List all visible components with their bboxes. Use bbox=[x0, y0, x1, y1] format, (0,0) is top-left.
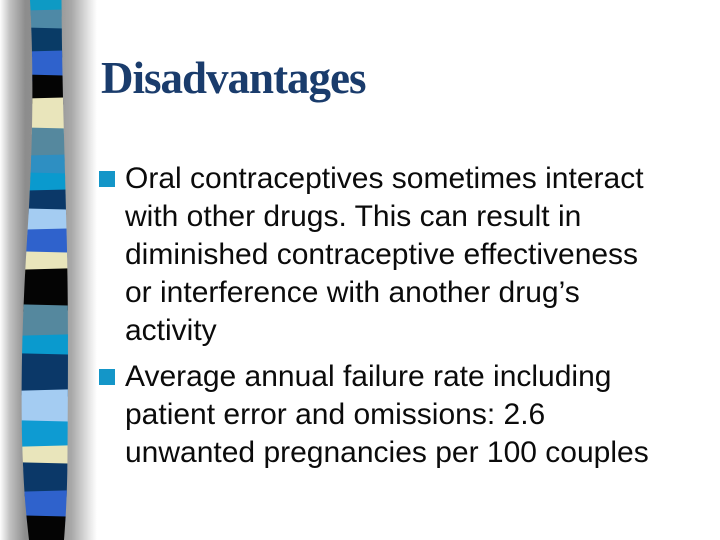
bullet-text: Oral contraceptives sometimes interact w… bbox=[125, 162, 644, 347]
tie-band bbox=[21, 389, 68, 428]
tie-ribbon-graphic bbox=[21, 0, 68, 540]
slide-title: Disadvantages bbox=[101, 53, 367, 103]
bullet-square-icon bbox=[99, 369, 115, 385]
tie-band bbox=[21, 353, 68, 397]
tie-band bbox=[21, 268, 68, 312]
tie-band bbox=[21, 420, 68, 453]
bullet-square-icon bbox=[99, 171, 115, 187]
bullet-item: Oral contraceptives sometimes interact w… bbox=[99, 160, 709, 350]
tie-band bbox=[21, 462, 68, 498]
decorative-tie-sidebar bbox=[0, 0, 97, 540]
bullet-list: Oral contraceptives sometimes interact w… bbox=[99, 160, 709, 472]
tie-band bbox=[21, 304, 68, 342]
bullet-text: Average annual failure rate including pa… bbox=[125, 360, 649, 469]
bullet-item: Average annual failure rate including pa… bbox=[99, 358, 709, 472]
tie-band bbox=[21, 228, 68, 259]
